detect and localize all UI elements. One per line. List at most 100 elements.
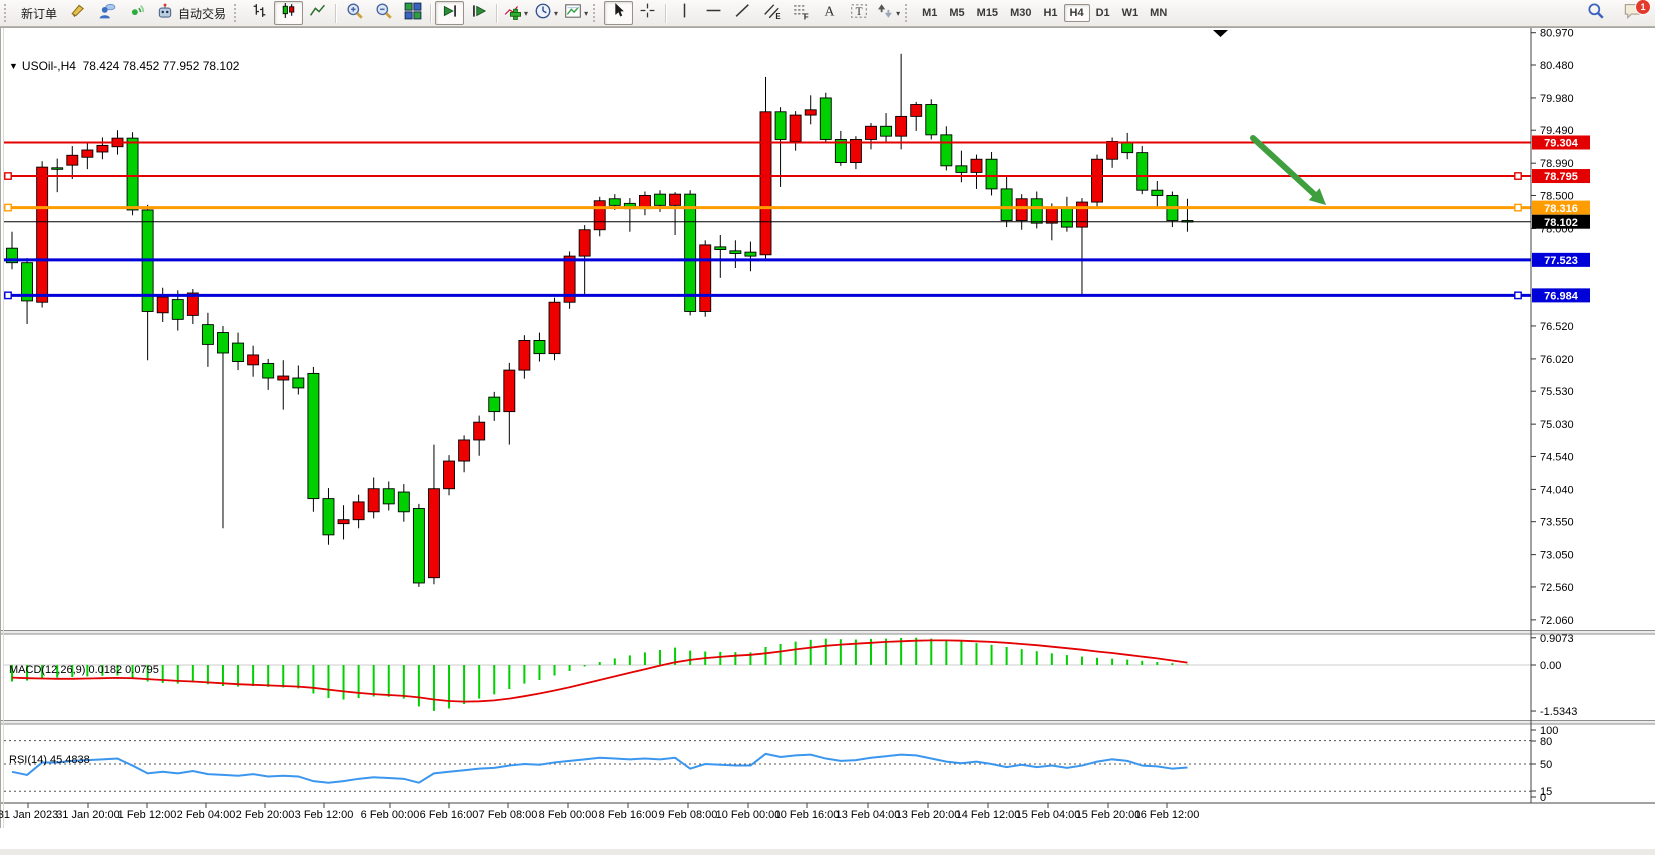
candle [66,154,79,166]
candle [729,250,742,254]
arrows-tool-button[interactable]: ▾ [873,1,903,25]
candle [171,299,184,320]
tab-h1[interactable]: H1 [1043,7,1058,19]
line-handle[interactable] [1514,291,1522,300]
candle [51,167,64,170]
chat-button[interactable]: 1 [1618,0,1651,25]
tab-m30[interactable]: M30 [1010,7,1032,19]
tab-d1[interactable]: D1 [1095,7,1110,19]
candle [759,111,772,256]
price-badge [1532,214,1590,229]
candle [593,200,606,231]
tab-mn[interactable]: MN [1150,7,1168,19]
fibonacci-tool-button[interactable]: F [786,1,815,25]
trend-arrow-head[interactable] [1308,188,1326,205]
community-button[interactable] [92,1,121,25]
macd-tick-label: 0.9073 [1540,633,1574,645]
toolbar-grip [905,4,913,22]
chart-window: 80.970 80.480 79.980 79.490 78.990 78.500 78.0… [0,27,1655,855]
svg-text:F: F [803,12,808,20]
candle [955,165,968,173]
price-badge-label: 78.795 [1544,171,1578,183]
tile-windows-button[interactable] [398,1,427,25]
tab-h4[interactable]: H4 [1063,4,1090,22]
candle [1060,206,1073,228]
price-tick-label: 72.060 [1540,615,1574,627]
candle [865,125,877,140]
line-chart-button[interactable] [303,1,332,25]
svg-text:E: E [775,11,780,19]
line-handle[interactable] [4,291,12,300]
zoom-out-button[interactable] [369,1,398,25]
text-tool-button[interactable]: A [815,1,844,25]
indicators-button[interactable]: ▾ [501,1,531,25]
candle [382,488,395,505]
chart-shift-marker[interactable] [1213,30,1228,37]
templates-button[interactable]: ▾ [561,1,591,25]
line-handle[interactable] [4,203,12,212]
time-label: 13 Feb 20:00 [896,809,961,821]
candle [277,375,290,381]
price-tick-label: 80.970 [1540,28,1574,40]
vertical-line-tool-button[interactable] [670,1,699,25]
autoscroll-icon [441,2,459,25]
autoscroll-button[interactable] [435,1,465,25]
line-handle[interactable] [4,172,12,180]
candle [1091,158,1103,203]
candle [774,111,787,140]
candle [985,158,998,190]
toolbar-separator [665,3,668,23]
cursor-tool-button[interactable] [604,1,634,25]
candle [789,114,802,142]
main-toolbar: 新订单 自动交易 [0,0,1655,27]
fibonacci-icon: F [792,2,810,25]
trend-arrow[interactable] [1250,135,1318,198]
tab-m5[interactable]: M5 [949,7,965,19]
tab-m15[interactable]: M15 [976,7,999,19]
chart-canvas[interactable]: 80.97080.48079.98079.49078.99078.50078.0… [0,27,1655,828]
symbol-dropdown-icon[interactable]: ▼ [9,61,18,71]
autotrading-robot-icon [156,3,174,24]
autotrading-button[interactable]: 自动交易 [150,1,232,25]
horizontal-line-tool-button[interactable] [699,1,728,25]
candle [397,491,410,513]
channel-tool-button[interactable]: E [757,1,786,25]
rsi-indicator-label: RSI(14) 45.4838 [9,754,90,766]
candle [548,301,561,355]
zoom-in-button[interactable] [340,1,369,25]
line-handle[interactable] [1514,172,1522,180]
signals-button[interactable] [121,1,150,25]
chevron-down-icon: ▾ [584,8,589,18]
new-order-button[interactable]: 新订单 [15,1,63,25]
paint-tool-button[interactable] [63,1,92,25]
toolbar-separator [430,3,433,23]
pane-separator[interactable] [0,720,1655,725]
tab-m1[interactable]: M1 [922,7,938,19]
line-handle[interactable] [1514,203,1522,212]
periods-button[interactable]: ▾ [531,1,561,25]
candle [186,292,199,316]
candle [458,439,471,462]
candle [292,377,305,389]
signals-icon [127,2,145,25]
bar-chart-button[interactable] [245,1,274,25]
indicators-icon [504,2,522,25]
chart-shift-button[interactable] [464,1,493,25]
rsi-tick-label: 100 [1540,725,1558,737]
trendline-tool-button[interactable] [728,1,757,25]
chart-title[interactable]: ▼ USOil-,H4 78.424 78.452 77.952 78.102 [9,59,239,73]
search-button[interactable] [1581,1,1610,25]
crosshair-tool-button[interactable] [633,1,662,25]
candle [367,488,380,513]
label-tool-button[interactable]: T [844,1,873,25]
time-label: 2 Feb 04:00 [177,809,236,821]
time-label: 9 Feb 08:00 [659,809,718,821]
tab-w1[interactable]: W1 [1121,7,1139,19]
candle [322,498,335,536]
rsi-tick-label: 80 [1540,736,1552,748]
candlestick-chart-button[interactable] [274,1,304,25]
pane-separator[interactable] [0,630,1655,635]
price-tick-label: 76.520 [1540,321,1574,333]
price-badge-label: 77.523 [1544,255,1578,267]
candle [970,158,983,173]
